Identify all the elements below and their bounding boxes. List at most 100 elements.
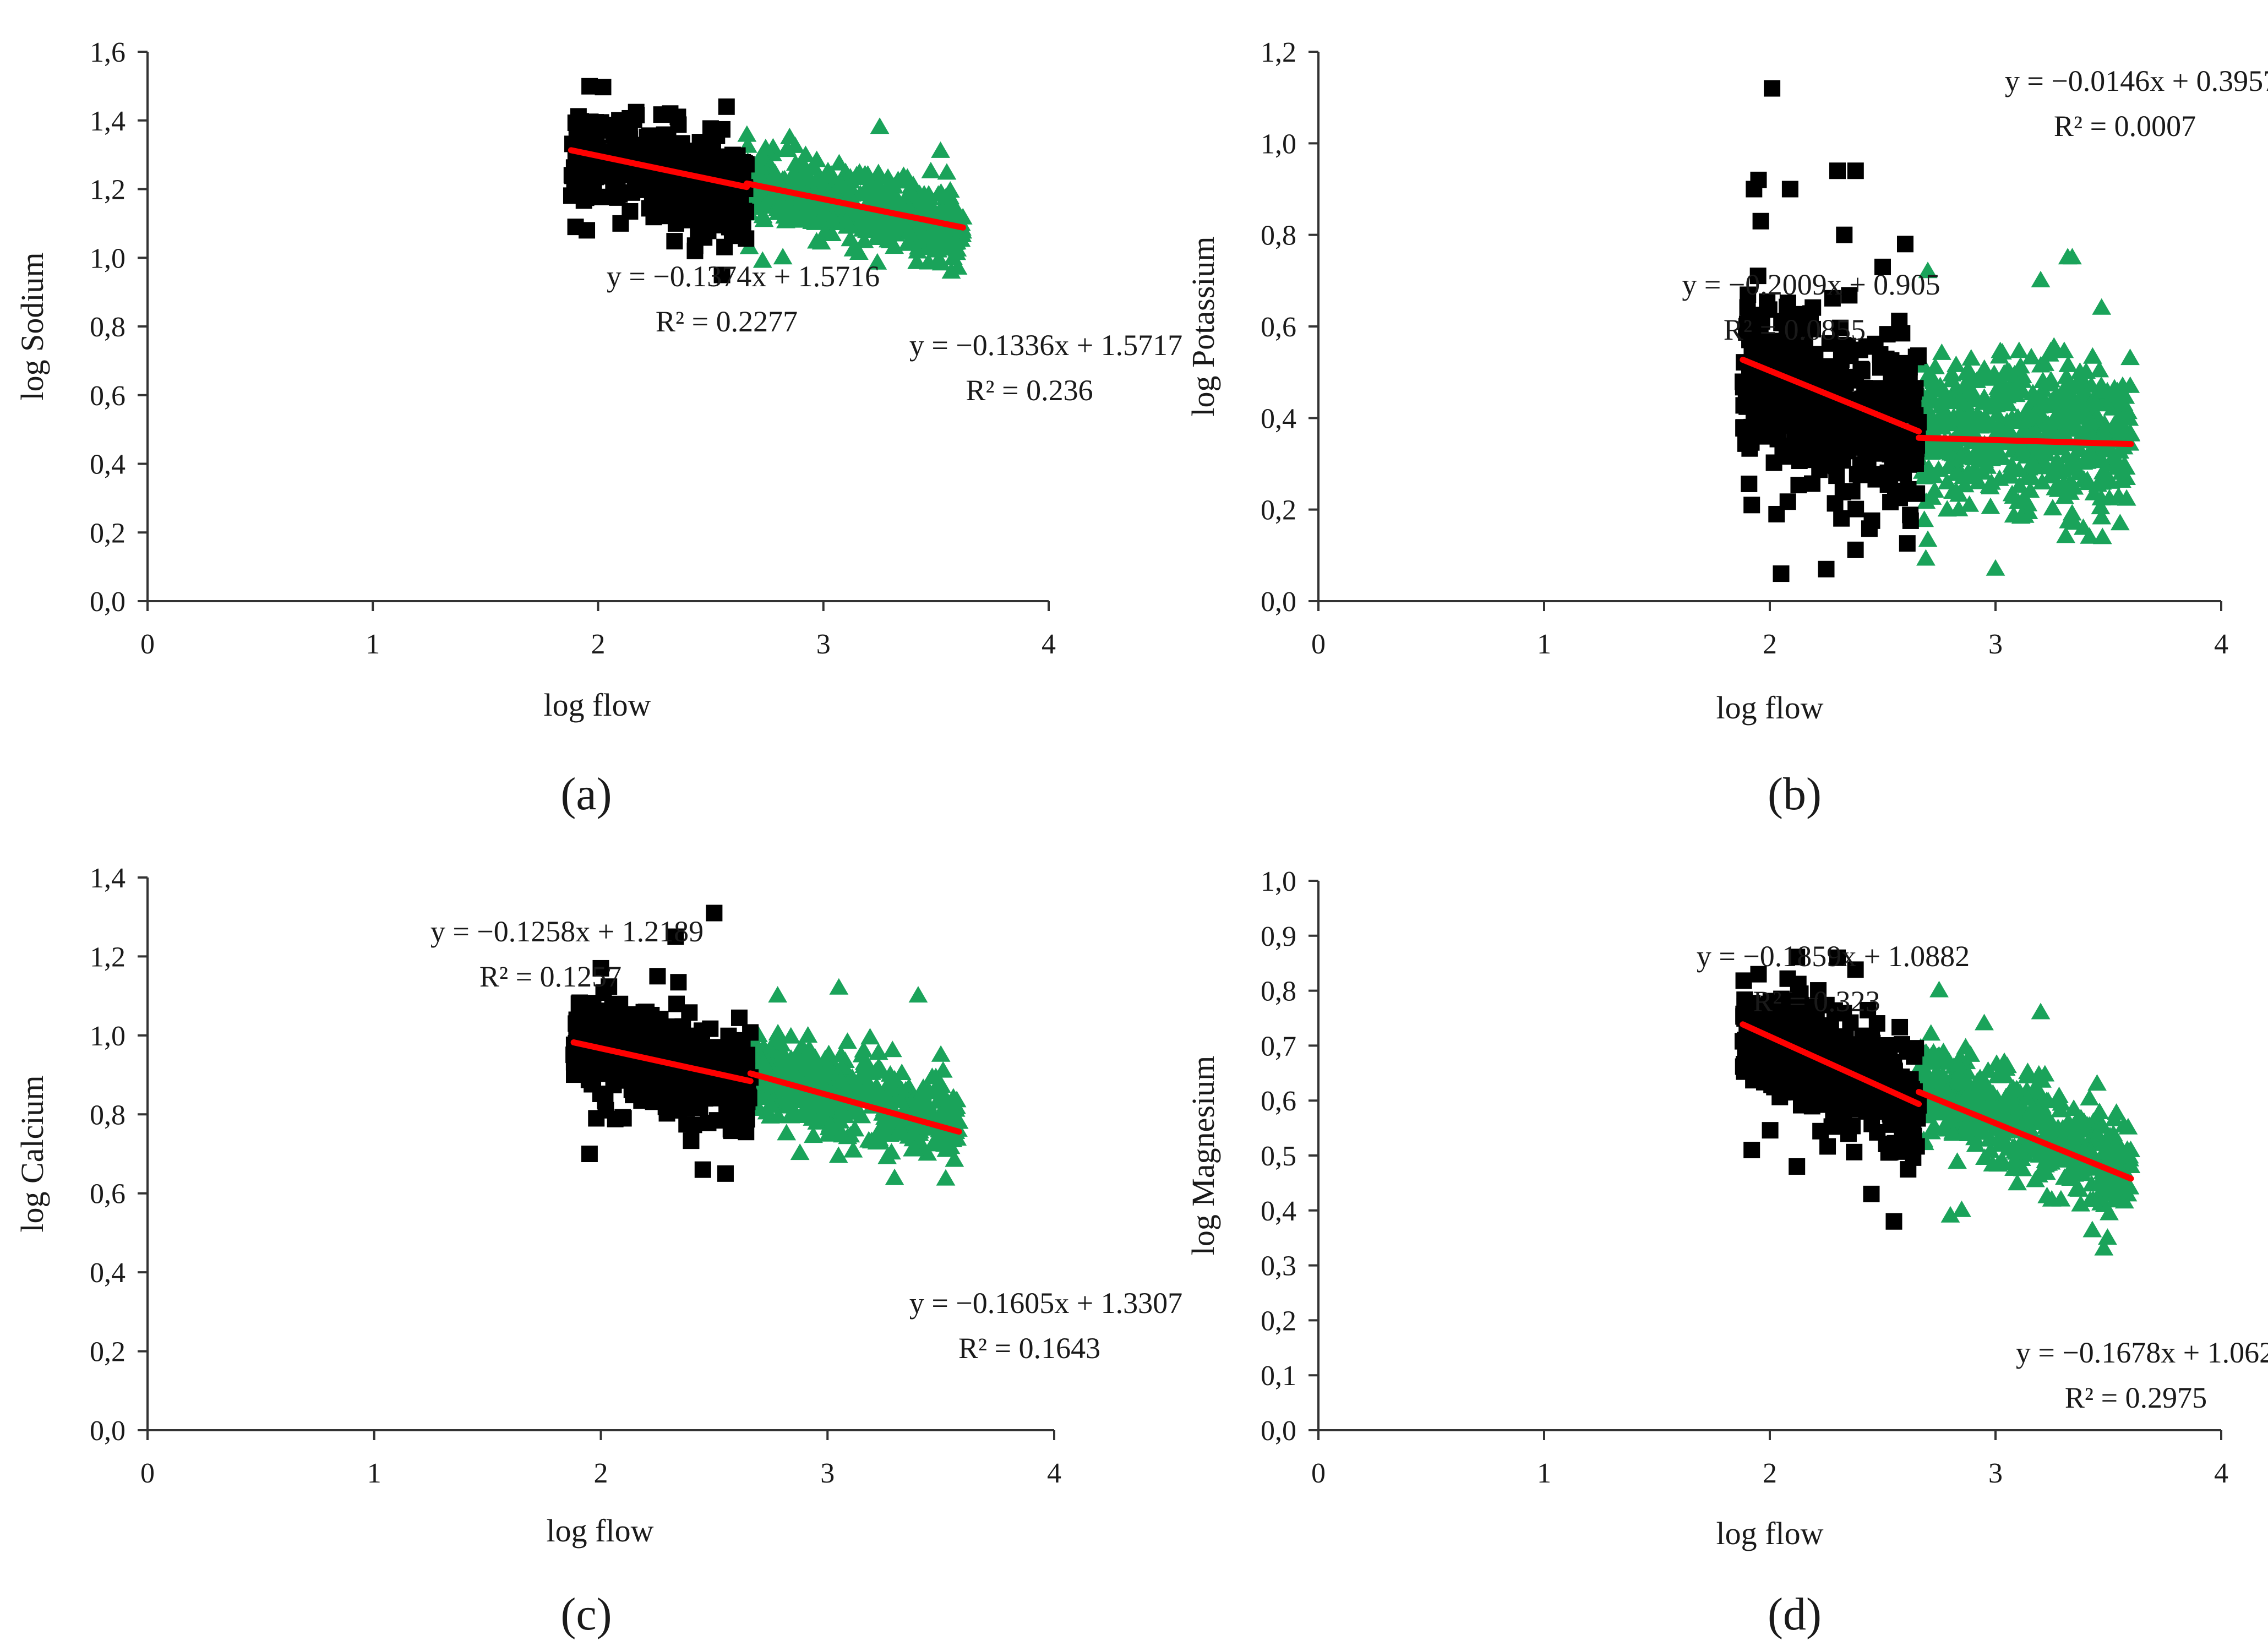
data-point — [2079, 1132, 2098, 1149]
data-point — [2010, 476, 2030, 493]
data-point — [1859, 1087, 1876, 1104]
data-point — [1863, 1185, 1880, 1202]
data-point — [1947, 482, 1966, 499]
data-point — [666, 233, 683, 250]
data-point — [1981, 497, 2000, 514]
data-point — [2026, 423, 2046, 440]
x-tick-label: 3 — [820, 1458, 835, 1489]
data-point — [1819, 1138, 1836, 1155]
data-point — [1925, 481, 1944, 498]
data-point — [1934, 1102, 1954, 1119]
data-point — [1982, 473, 2002, 490]
data-point — [670, 974, 687, 991]
data-point — [908, 242, 928, 259]
data-point — [1895, 465, 1912, 482]
data-point — [2097, 381, 2117, 399]
data-point — [2091, 498, 2111, 515]
data-point — [854, 231, 874, 248]
data-point — [1735, 397, 1752, 414]
data-point — [779, 127, 799, 144]
data-point — [820, 1115, 840, 1132]
data-point — [768, 1107, 788, 1124]
data-point — [2065, 1165, 2084, 1182]
data-point — [1789, 1001, 1806, 1018]
data-point — [2041, 375, 2060, 392]
data-point — [1987, 1054, 2007, 1071]
data-point — [832, 1058, 852, 1075]
data-point — [2059, 511, 2079, 528]
data-point — [1847, 1043, 1864, 1060]
data-point — [904, 1139, 924, 1156]
data-point — [926, 1131, 946, 1148]
x-axis-title: log flow — [544, 687, 651, 723]
data-point — [1986, 1099, 2006, 1116]
data-point — [1949, 499, 1969, 516]
data-point — [1998, 361, 2017, 378]
data-point — [2082, 1220, 2102, 1238]
data-point — [1853, 363, 1871, 380]
data-point — [870, 211, 890, 228]
data-point — [1918, 261, 1938, 279]
data-point — [831, 1070, 851, 1087]
data-point — [1832, 319, 1849, 336]
data-point — [1791, 1016, 1808, 1033]
data-point — [859, 1077, 879, 1094]
data-point — [1824, 290, 1841, 307]
data-point — [2090, 361, 2109, 378]
data-point — [767, 168, 786, 185]
data-point — [1789, 1158, 1806, 1175]
data-point — [2003, 1138, 2022, 1155]
data-point — [1750, 966, 1767, 983]
y-tick-label: 1,2 — [90, 175, 126, 206]
data-point — [1952, 1200, 1971, 1217]
data-point — [869, 163, 888, 181]
data-point — [1791, 453, 1808, 470]
data-point — [777, 139, 797, 156]
data-point — [1866, 1052, 1883, 1069]
data-point — [2022, 452, 2042, 469]
data-point — [859, 1131, 879, 1148]
y-tick-label: 0,4 — [90, 449, 126, 481]
x-tick-label: 2 — [594, 1458, 608, 1489]
data-point — [1975, 1013, 1994, 1031]
data-point — [1764, 80, 1781, 97]
y-tick-label: 1,6 — [90, 37, 126, 68]
data-point — [1826, 1002, 1843, 1019]
y-tick-label: 1,2 — [90, 941, 126, 973]
y-tick-label: 0,5 — [1261, 1141, 1296, 1172]
data-point — [1991, 375, 2011, 392]
data-point — [1880, 358, 1898, 375]
data-point — [1751, 307, 1768, 324]
data-point — [1987, 1066, 2007, 1083]
data-point — [1792, 985, 1809, 1002]
data-point — [1828, 467, 1845, 484]
data-point — [1979, 437, 1998, 454]
data-point — [1993, 393, 2013, 410]
data-point — [2092, 508, 2112, 525]
data-point — [2009, 341, 2029, 358]
data-point — [831, 173, 850, 190]
data-point — [1885, 1213, 1902, 1230]
data-point — [1874, 258, 1891, 275]
data-point — [612, 215, 629, 232]
data-point — [754, 1053, 773, 1070]
y-tick-label: 0,4 — [1261, 403, 1296, 434]
data-point — [892, 1080, 912, 1097]
data-point — [937, 163, 957, 180]
data-point — [2038, 1092, 2058, 1109]
data-point — [1847, 961, 1864, 978]
data-point — [593, 1062, 610, 1079]
data-point — [891, 1091, 911, 1108]
data-point — [790, 1143, 810, 1160]
data-point — [1901, 375, 1918, 393]
data-point — [878, 231, 898, 248]
data-point — [756, 138, 776, 155]
data-point — [1748, 1062, 1765, 1080]
data-point — [868, 253, 887, 270]
data-point — [2013, 367, 2032, 384]
data-point — [2098, 1228, 2117, 1245]
series-high-flow — [737, 117, 973, 279]
data-point — [860, 1028, 880, 1045]
data-point — [1824, 451, 1841, 468]
data-point — [830, 1111, 850, 1129]
